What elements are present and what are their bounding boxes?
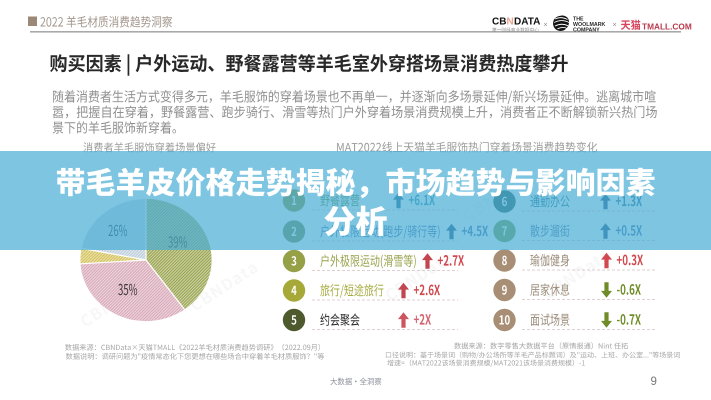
svg-text:CB: CB bbox=[492, 17, 506, 28]
svg-text:THE: THE bbox=[573, 16, 584, 22]
svg-text:WOOLMARK: WOOLMARK bbox=[573, 22, 606, 28]
svg-text:COMPANY: COMPANY bbox=[573, 28, 600, 34]
svg-text:9: 9 bbox=[651, 376, 657, 388]
svg-text:N: N bbox=[507, 17, 514, 28]
svg-text:×: × bbox=[613, 22, 617, 29]
svg-text:DATA: DATA bbox=[514, 17, 540, 28]
svg-text:×: × bbox=[544, 22, 548, 29]
svg-text:TMALL.COM: TMALL.COM bbox=[642, 21, 692, 31]
